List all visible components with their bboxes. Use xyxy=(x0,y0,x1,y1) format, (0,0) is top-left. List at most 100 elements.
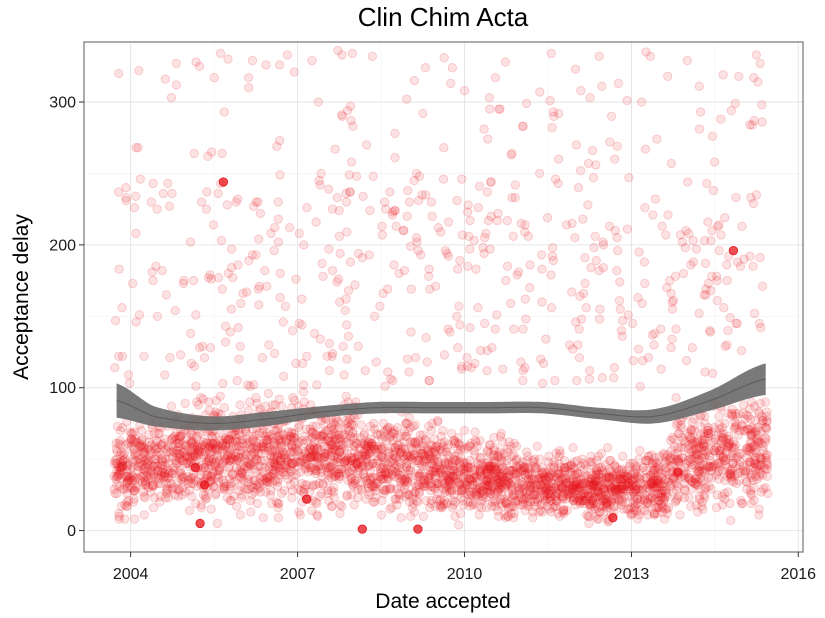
data-point xyxy=(243,73,254,83)
data-point xyxy=(618,474,628,484)
data-point xyxy=(426,425,437,436)
data-point xyxy=(233,323,243,333)
data-point xyxy=(742,477,752,487)
data-point xyxy=(471,471,481,481)
data-point xyxy=(587,145,598,156)
data-point xyxy=(671,495,681,506)
data-point xyxy=(727,475,737,486)
data-point xyxy=(447,63,458,73)
data-point xyxy=(656,480,667,490)
data-point xyxy=(367,51,378,61)
data-point xyxy=(369,473,379,483)
data-point xyxy=(426,440,437,450)
data-point xyxy=(201,438,212,449)
data-point xyxy=(511,470,521,480)
data-point xyxy=(570,500,581,510)
data-point xyxy=(281,454,291,464)
data-point xyxy=(510,180,521,190)
data-point xyxy=(128,437,139,447)
data-point xyxy=(234,430,245,440)
data-point xyxy=(651,478,662,489)
data-point xyxy=(439,53,449,63)
data-point xyxy=(185,453,195,463)
data-point xyxy=(357,461,367,471)
data-point xyxy=(469,450,480,460)
data-point xyxy=(726,105,736,116)
data-point xyxy=(406,284,416,294)
data-point xyxy=(240,448,250,459)
data-point xyxy=(171,455,181,466)
data-point xyxy=(205,343,216,353)
data-point xyxy=(122,475,133,486)
data-point xyxy=(623,310,633,320)
data-point xyxy=(180,398,190,409)
data-point xyxy=(158,473,168,483)
data-point xyxy=(526,478,537,489)
data-point xyxy=(353,248,364,259)
data-point xyxy=(657,501,667,511)
data-point xyxy=(371,447,381,457)
data-point xyxy=(337,464,347,474)
data-point xyxy=(570,470,581,480)
data-point xyxy=(482,467,493,477)
data-point xyxy=(614,295,625,306)
data-point xyxy=(753,77,763,87)
data-point xyxy=(501,275,511,286)
data-point xyxy=(392,461,402,471)
data-point xyxy=(478,461,488,471)
data-point xyxy=(479,124,489,134)
data-point xyxy=(152,311,163,321)
data-point xyxy=(330,144,340,154)
data-point xyxy=(378,488,389,499)
data-point xyxy=(235,510,246,520)
data-point xyxy=(346,157,357,167)
data-point xyxy=(762,464,772,474)
data-point xyxy=(656,364,666,374)
data-point xyxy=(561,478,571,489)
data-point xyxy=(309,328,320,339)
data-point xyxy=(572,375,582,386)
data-point xyxy=(735,467,745,477)
data-point xyxy=(567,218,577,229)
data-point xyxy=(453,520,464,530)
data-point xyxy=(474,484,485,494)
data-point xyxy=(494,104,504,114)
data-point xyxy=(323,435,334,446)
data-point xyxy=(154,474,164,484)
data-point xyxy=(121,501,132,511)
data-point xyxy=(568,484,578,494)
data-point xyxy=(186,473,196,483)
data-point xyxy=(213,188,223,199)
data-point xyxy=(459,458,469,469)
data-point xyxy=(343,417,353,427)
data-point xyxy=(586,451,596,461)
data-point xyxy=(294,228,304,239)
data-point xyxy=(521,314,531,324)
data-point xyxy=(450,455,460,466)
data-point xyxy=(269,454,279,464)
data-point xyxy=(709,423,719,433)
data-point xyxy=(429,434,440,444)
data-point xyxy=(692,444,702,454)
data-point xyxy=(277,464,288,474)
data-point xyxy=(337,111,348,121)
data-point xyxy=(609,363,620,373)
data-point xyxy=(504,478,515,489)
data-point xyxy=(490,73,501,83)
data-point xyxy=(535,473,545,483)
data-point xyxy=(273,237,284,247)
data-point xyxy=(368,441,379,451)
data-point xyxy=(435,444,445,454)
data-point xyxy=(148,480,158,490)
data-point xyxy=(473,203,483,213)
data-point xyxy=(454,467,464,477)
data-point xyxy=(584,365,595,376)
data-point xyxy=(648,478,659,489)
data-point xyxy=(210,438,221,449)
data-point xyxy=(438,425,448,436)
data-point xyxy=(213,408,224,419)
data-point xyxy=(462,353,472,363)
data-point xyxy=(606,455,616,466)
data-point xyxy=(434,463,444,473)
data-point xyxy=(167,484,177,494)
